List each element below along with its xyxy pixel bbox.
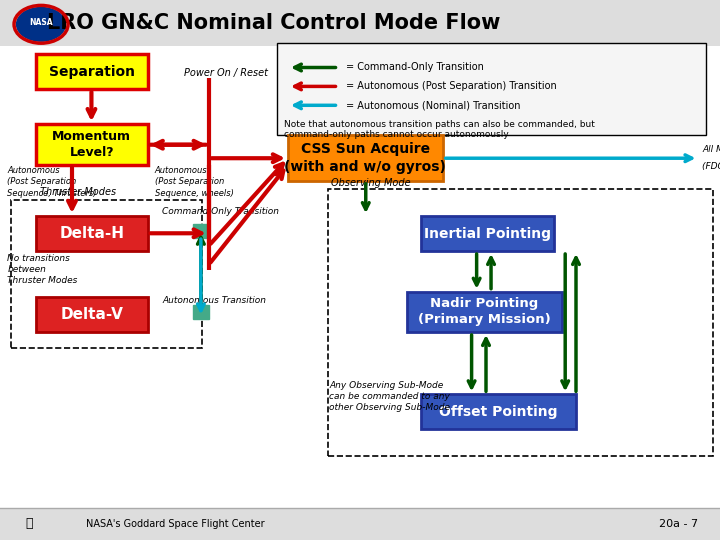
Bar: [421, 216, 554, 251]
Text: Delta-H: Delta-H: [59, 226, 125, 241]
Text: All Modes: All Modes: [702, 145, 720, 154]
Bar: [36, 54, 148, 89]
Bar: [328, 189, 713, 456]
Bar: [0, 0, 720, 46]
Bar: [36, 216, 148, 251]
Text: Nadir Pointing
(Primary Mission): Nadir Pointing (Primary Mission): [418, 298, 551, 326]
Bar: [407, 292, 562, 332]
Bar: [193, 305, 209, 319]
Text: Command Only Transition: Command Only Transition: [162, 207, 279, 216]
Text: Autonomous
(Post Separation
Sequence, wheels): Autonomous (Post Separation Sequence, wh…: [155, 166, 234, 198]
Bar: [193, 224, 209, 238]
Text: Momentum
Level?: Momentum Level?: [53, 130, 131, 159]
Text: = Autonomous (Post Separation) Transition: = Autonomous (Post Separation) Transitio…: [346, 82, 557, 91]
Bar: [11, 200, 202, 348]
Text: = Command-Only Transition: = Command-Only Transition: [346, 63, 483, 72]
Text: CSS Sun Acquire
(with and w/o gyros): CSS Sun Acquire (with and w/o gyros): [284, 143, 446, 173]
Text: Autonomous
(Post Separation
Sequence, Thrusters): Autonomous (Post Separation Sequence, Th…: [7, 166, 96, 198]
Bar: [421, 394, 576, 429]
Ellipse shape: [16, 7, 66, 42]
Text: Note that autonomous transition paths can also be commanded, but
command-only pa: Note that autonomous transition paths ca…: [284, 120, 595, 139]
Text: NASA's Goddard Space Flight Center: NASA's Goddard Space Flight Center: [86, 519, 265, 529]
Text: Any Observing Sub-Mode
can be commanded to any
other Observing Sub-Mode: Any Observing Sub-Mode can be commanded …: [329, 381, 450, 412]
Text: Inertial Pointing: Inertial Pointing: [424, 227, 552, 240]
Text: Observing Mode: Observing Mode: [331, 178, 411, 188]
Bar: [0, 508, 720, 540]
Text: Offset Pointing: Offset Pointing: [439, 405, 558, 418]
Text: Thruster Modes: Thruster Modes: [40, 187, 116, 197]
Text: 🚀: 🚀: [25, 517, 32, 530]
Text: LRO GN&C Nominal Control Mode Flow: LRO GN&C Nominal Control Mode Flow: [47, 13, 500, 33]
Text: Delta-V: Delta-V: [60, 307, 123, 322]
Text: Separation: Separation: [49, 65, 135, 78]
Bar: [288, 135, 443, 181]
Text: No transitions
between
Thruster Modes: No transitions between Thruster Modes: [7, 254, 78, 285]
Text: = Autonomous (Nominal) Transition: = Autonomous (Nominal) Transition: [346, 100, 520, 110]
Text: (FDC Corrective Action): (FDC Corrective Action): [702, 162, 720, 171]
Text: Autonomous Transition: Autonomous Transition: [162, 296, 266, 305]
Text: NASA: NASA: [30, 18, 53, 27]
Text: Power On / Reset: Power On / Reset: [184, 68, 268, 78]
Bar: [36, 297, 148, 332]
Text: 20a - 7: 20a - 7: [660, 519, 698, 529]
Bar: [277, 43, 706, 135]
Bar: [36, 124, 148, 165]
